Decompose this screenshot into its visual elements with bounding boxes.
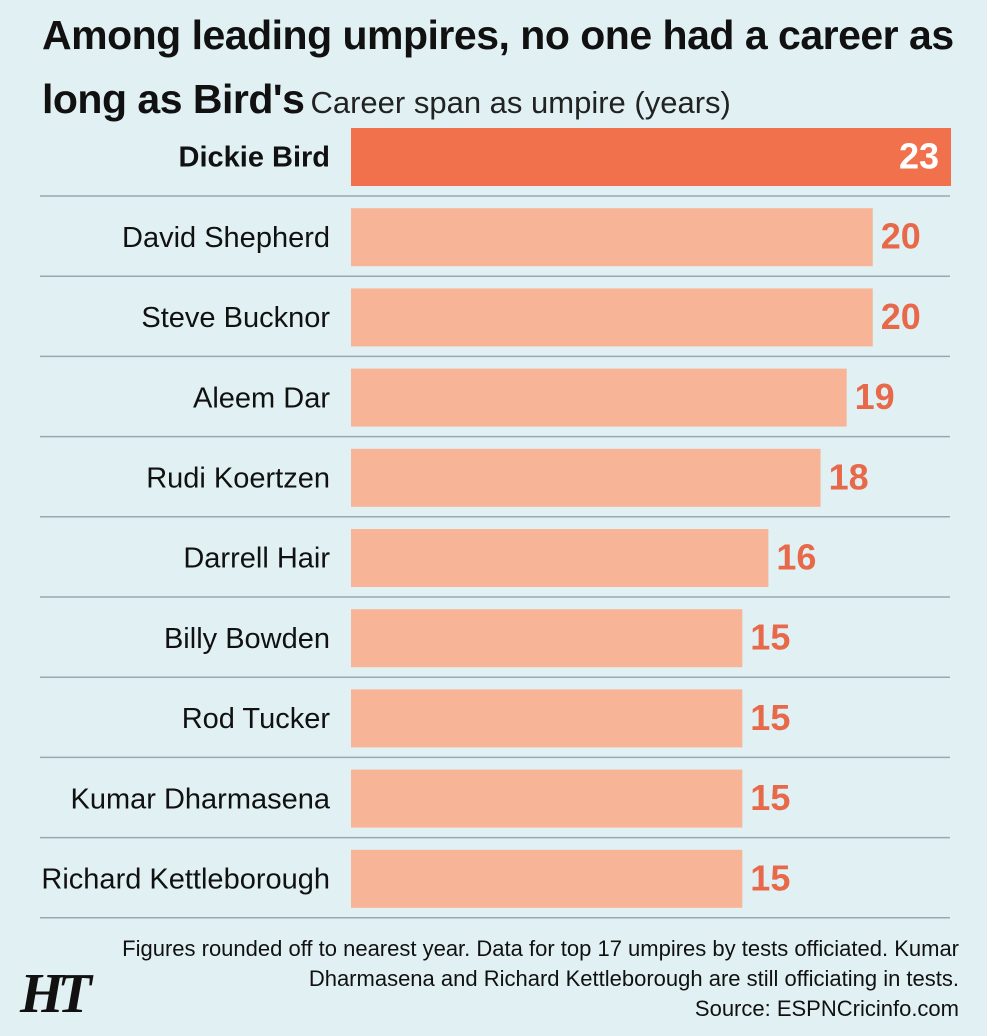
- bar: [351, 689, 743, 748]
- value-label: 15: [750, 857, 790, 898]
- bar: [351, 128, 951, 186]
- bar: [351, 448, 821, 507]
- bar: [351, 849, 743, 908]
- value-label: 15: [750, 697, 790, 738]
- category-label: Steve Bucknor: [141, 302, 330, 334]
- chart: Dickie Bird 23 David Shepherd 20 Steve Buckn…: [40, 128, 951, 919]
- value-label: 23: [899, 136, 939, 177]
- category-label: Rudi Koertzen: [146, 462, 330, 494]
- category-label: Darrell Hair: [183, 543, 330, 575]
- category-label: Rod Tucker: [182, 703, 331, 735]
- value-label: 19: [855, 376, 895, 417]
- value-label: 18: [829, 456, 869, 497]
- category-label: Dickie Bird: [179, 142, 331, 174]
- value-label: 20: [881, 216, 921, 257]
- value-label: 20: [881, 296, 921, 337]
- category-label: Billy Bowden: [164, 623, 330, 655]
- chart-subtitle: Career span as umpire (years): [310, 85, 731, 120]
- bar: [351, 208, 873, 267]
- source: Source: ESPNCricinfo.com: [694, 996, 959, 1021]
- category-label: Richard Kettleborough: [41, 863, 330, 895]
- value-label: 15: [750, 617, 790, 658]
- footnote: Figures rounded off to nearest year. Dat…: [122, 936, 959, 991]
- logo: HT: [20, 963, 92, 1025]
- value-label: 16: [776, 537, 816, 578]
- bar: [351, 769, 743, 828]
- value-label: 15: [750, 777, 790, 818]
- bar: [351, 368, 847, 427]
- header: Among leading umpires, no one had a care…: [42, 8, 962, 136]
- category-label: David Shepherd: [122, 222, 330, 254]
- bar: [351, 529, 769, 587]
- chart-title: Among leading umpires, no one had a care…: [42, 12, 954, 122]
- category-label: Aleem Dar: [193, 382, 330, 414]
- bar: [351, 288, 873, 347]
- bar: [351, 609, 743, 668]
- category-label: Kumar Dharmasena: [71, 783, 331, 815]
